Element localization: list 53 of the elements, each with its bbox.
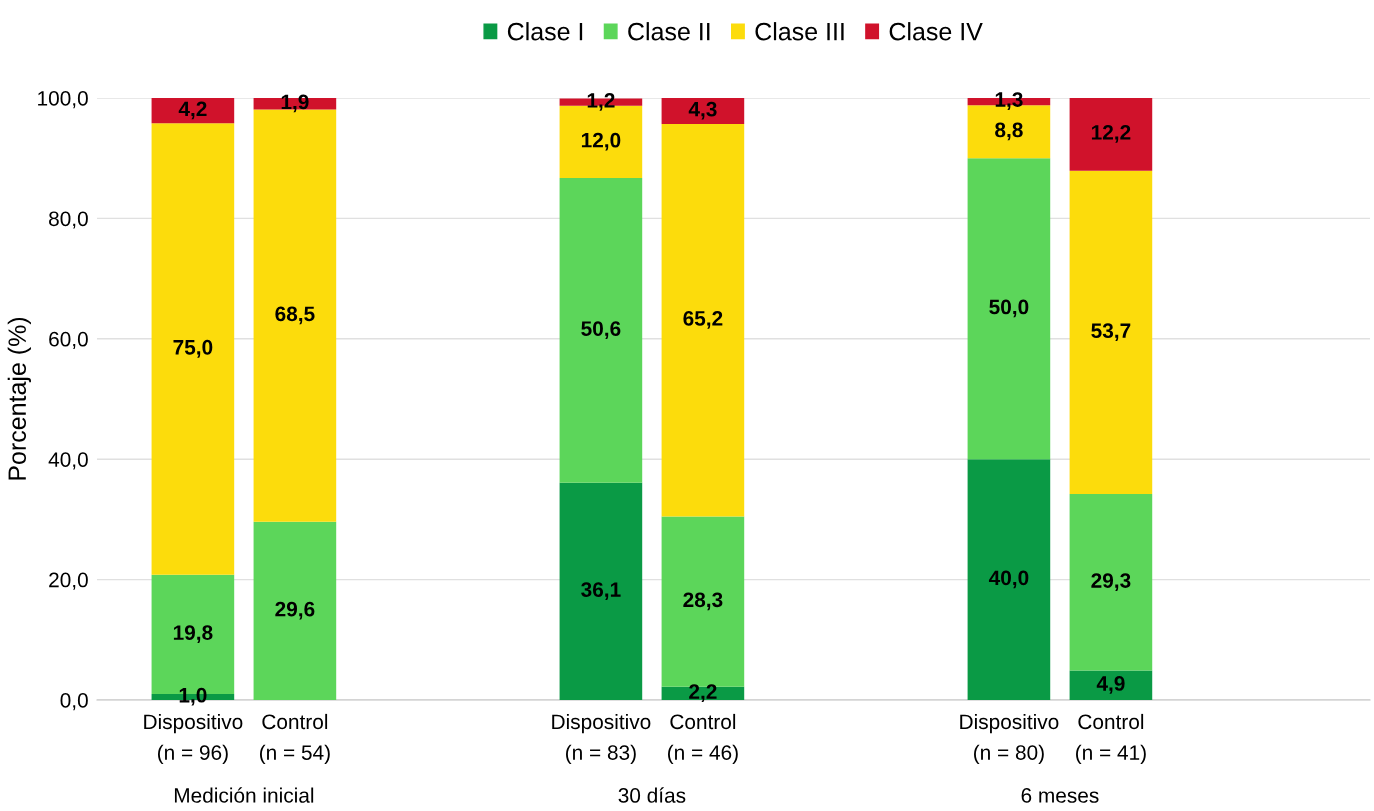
text: Medición inicial xyxy=(174,787,314,803)
bar xyxy=(1069,670,1153,700)
data-label: 50,0 xyxy=(989,299,1029,318)
bar xyxy=(967,158,1051,460)
data-label: 4,2 xyxy=(178,101,207,120)
bar xyxy=(1069,170,1153,495)
text: 30 días xyxy=(618,787,686,803)
data-label: 19,8 xyxy=(173,625,213,643)
legend-label: Clase III xyxy=(755,22,844,41)
x-tick-label: Control (n = 54) xyxy=(259,713,330,765)
y-tick-label: 0,0 xyxy=(60,693,88,711)
y-axis-title: Porcentaje (%) xyxy=(7,317,31,480)
data-label: 29,6 xyxy=(275,601,315,620)
data-label: 29,3 xyxy=(1091,573,1131,591)
x-tick-label: Control (n = 46) xyxy=(668,713,738,765)
y-tick-label: 20,0 xyxy=(49,572,88,590)
data-label: 1,9 xyxy=(281,94,309,113)
bar xyxy=(661,98,745,124)
y-tick-label: 100,0 xyxy=(38,91,88,109)
data-label: 75,0 xyxy=(173,339,213,358)
bar xyxy=(1069,98,1153,171)
bar xyxy=(661,123,745,517)
data-label: 4,3 xyxy=(688,101,717,120)
data-label: 4,9 xyxy=(1096,676,1125,694)
bar xyxy=(559,178,643,483)
bar xyxy=(559,482,643,700)
legend-label: Clase IV xyxy=(889,22,983,41)
legend-label: Clase II xyxy=(628,22,710,41)
y-tick-label: 80,0 xyxy=(49,211,88,229)
x-tick-label: Control (n = 41) xyxy=(1076,713,1146,765)
data-label: 65,2 xyxy=(683,310,723,329)
data-label: 53,7 xyxy=(1091,323,1131,342)
y-tick-label: 40,0 xyxy=(48,452,88,470)
data-label: 2,2 xyxy=(689,684,717,702)
data-label: 8,8 xyxy=(995,122,1023,141)
data-label: 68,5 xyxy=(275,306,315,325)
text: 6 meses xyxy=(1021,788,1099,803)
x-tick-label: Dispositivo (n = 96) xyxy=(144,713,243,765)
data-label: 40,0 xyxy=(988,570,1029,589)
x-tick-label: Dispositivo (n = 80) xyxy=(960,713,1059,765)
x-tick-label: Dispositivo (n = 83) xyxy=(552,713,651,765)
data-label: 12,2 xyxy=(1091,124,1131,143)
bar xyxy=(151,123,235,575)
bar xyxy=(253,521,337,700)
data-label: 50,6 xyxy=(581,321,621,339)
bar xyxy=(1069,494,1153,671)
bar xyxy=(151,98,235,124)
data-label: 36,1 xyxy=(581,582,621,600)
data-label: 28,3 xyxy=(683,592,723,611)
bar xyxy=(967,459,1051,700)
legend-label: Clase I xyxy=(507,22,583,41)
data-label: 12,0 xyxy=(581,132,621,151)
y-tick-label: 60,0 xyxy=(49,331,88,350)
